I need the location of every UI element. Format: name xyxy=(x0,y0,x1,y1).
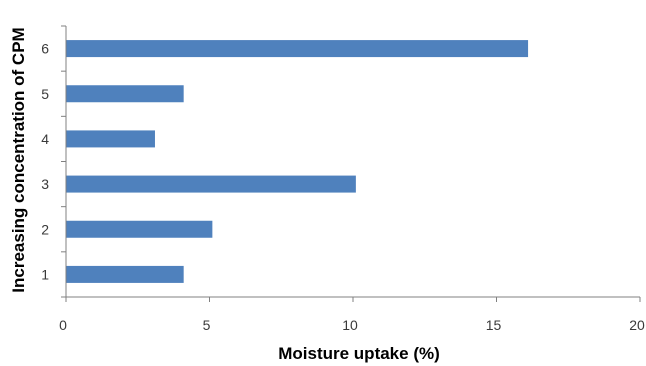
x-tick-label: 5 xyxy=(203,317,211,333)
x-tick-label: 0 xyxy=(59,317,67,333)
y-tick-label: 3 xyxy=(41,176,49,192)
x-tick-label: 15 xyxy=(486,317,502,333)
y-tick-label: 1 xyxy=(41,266,49,282)
bars-group xyxy=(66,40,529,283)
axes-group xyxy=(65,26,640,298)
y-axis-title: Increasing concentration of CPM xyxy=(9,27,28,292)
bar-3 xyxy=(66,175,356,193)
bar-6 xyxy=(66,40,529,58)
bar-5 xyxy=(66,85,184,103)
x-tick-label: 10 xyxy=(342,317,358,333)
bar-4 xyxy=(66,130,155,148)
bar-2 xyxy=(66,220,213,238)
x-ticks-group: 0 5 10 15 20 xyxy=(59,297,645,333)
y-tick-label: 2 xyxy=(41,221,49,237)
y-tick-label: 5 xyxy=(41,86,49,102)
y-ticks-group: 1 2 3 4 5 6 xyxy=(41,25,66,298)
bar-1 xyxy=(66,265,184,283)
x-tick-label: 20 xyxy=(629,317,645,333)
x-axis-title: Moisture uptake (%) xyxy=(278,344,440,363)
y-tick-label: 6 xyxy=(41,41,49,57)
y-tick-label: 4 xyxy=(41,131,49,147)
